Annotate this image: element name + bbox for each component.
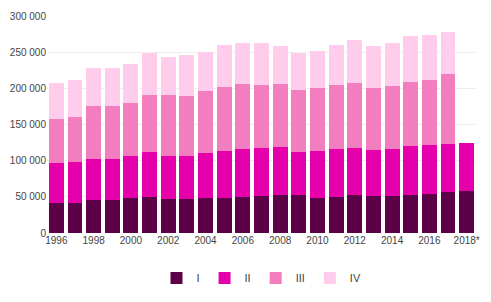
svg-text:200 000: 200 000 bbox=[10, 83, 47, 94]
svg-text:2004: 2004 bbox=[194, 235, 217, 246]
svg-text:III: III bbox=[296, 272, 305, 284]
svg-text:2014: 2014 bbox=[381, 235, 404, 246]
svg-text:2008: 2008 bbox=[269, 235, 292, 246]
svg-text:0: 0 bbox=[40, 228, 46, 239]
svg-text:1998: 1998 bbox=[83, 235, 106, 246]
svg-text:2010: 2010 bbox=[306, 235, 329, 246]
svg-text:2012: 2012 bbox=[344, 235, 367, 246]
svg-text:IV: IV bbox=[350, 272, 361, 284]
svg-text:250 000: 250 000 bbox=[10, 47, 47, 58]
svg-text:100 000: 100 000 bbox=[10, 155, 47, 166]
svg-text:2006: 2006 bbox=[232, 235, 255, 246]
svg-text:I: I bbox=[197, 272, 200, 284]
svg-text:1996: 1996 bbox=[45, 235, 68, 246]
svg-text:2016: 2016 bbox=[418, 235, 441, 246]
svg-text:50 000: 50 000 bbox=[15, 191, 46, 202]
svg-text:300 000: 300 000 bbox=[10, 11, 47, 22]
svg-text:150 000: 150 000 bbox=[10, 119, 47, 130]
svg-text:2018*: 2018* bbox=[454, 235, 480, 246]
svg-text:2002: 2002 bbox=[157, 235, 180, 246]
svg-text:II: II bbox=[245, 272, 251, 284]
svg-text:2000: 2000 bbox=[120, 235, 143, 246]
